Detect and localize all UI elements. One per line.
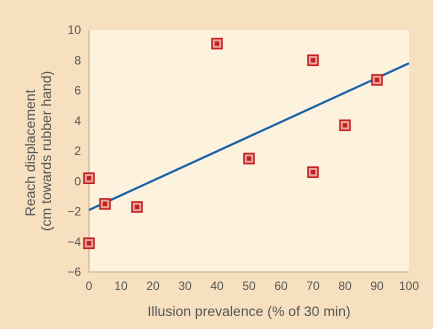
y-tick-labels: −6 −4 −2 0 2 4 6 8 10: [67, 23, 81, 279]
data-point-center: [134, 204, 140, 210]
x-tick-label: 30: [178, 279, 192, 293]
x-tick-label: 50: [242, 279, 256, 293]
data-point-center: [310, 169, 316, 175]
data-point: [131, 201, 143, 213]
y-tick-label: 6: [74, 84, 81, 98]
data-point: [339, 119, 351, 132]
y-axis-title-line-2: (cm towards rubber hand): [38, 71, 54, 231]
data-point-center: [374, 77, 380, 83]
x-tick-label: 0: [86, 279, 93, 293]
x-tick-label: 40: [210, 279, 224, 293]
x-tick-label: 80: [338, 279, 352, 293]
y-axis-title: Reach displacement (cm towards rubber ha…: [22, 71, 54, 231]
x-tick-label: 20: [146, 279, 160, 293]
x-axis-title: Illusion prevalence (% of 30 min): [147, 303, 350, 319]
y-tick-label: 2: [74, 144, 81, 158]
data-point: [83, 172, 95, 185]
plot-area: [89, 30, 409, 272]
x-tick-label: 90: [370, 279, 384, 293]
y-tick-label: 4: [74, 114, 81, 128]
data-point: [371, 74, 383, 86]
y-tick-label: 10: [68, 23, 82, 37]
y-tick-label: −6: [67, 265, 81, 279]
data-point-center: [86, 241, 92, 246]
x-tick-label: 10: [114, 279, 128, 293]
y-tick-label: 8: [74, 53, 81, 67]
data-point: [83, 237, 95, 250]
x-tick-labels: 0 10 20 30 40 50 60 70 80 90 100: [86, 279, 420, 293]
data-point: [211, 37, 223, 50]
trend-line: [88, 62, 410, 211]
axes: [88, 30, 409, 273]
data-point: [99, 198, 111, 210]
data-points: [83, 37, 383, 250]
data-point-center: [214, 41, 220, 46]
data-point: [243, 152, 255, 165]
x-tick-label: 70: [306, 279, 320, 293]
y-axis-title-line-1: Reach displacement: [22, 89, 38, 216]
data-point: [307, 54, 319, 67]
y-tick-label: 0: [74, 174, 81, 188]
x-tick-label: 100: [399, 279, 419, 293]
data-point-center: [86, 176, 92, 181]
data-point-center: [246, 156, 252, 161]
data-point-center: [342, 123, 348, 128]
x-tick-label: 60: [274, 279, 288, 293]
data-point-center: [102, 201, 108, 207]
data-point: [307, 166, 319, 178]
data-point-center: [310, 58, 316, 63]
y-tick-label: −2: [67, 205, 81, 219]
y-tick-label: −4: [67, 235, 81, 249]
